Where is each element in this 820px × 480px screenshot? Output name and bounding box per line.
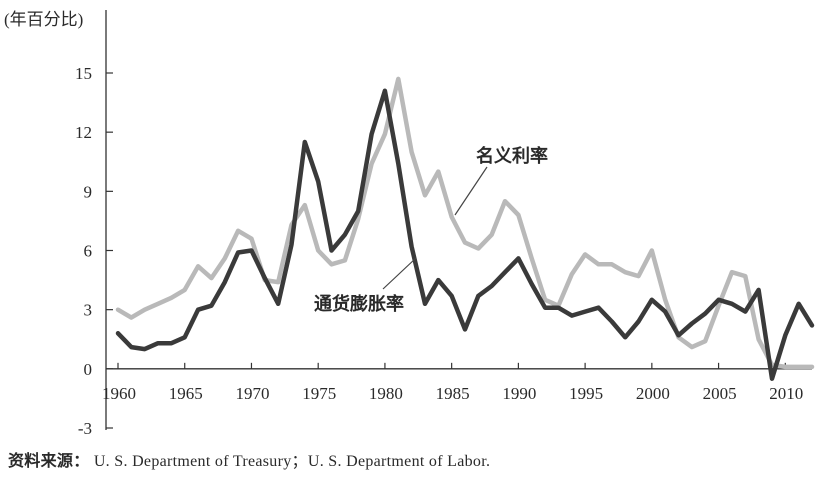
inflation-rate-line bbox=[115, 88, 815, 381]
nominal-rate-label: 名义利率 bbox=[476, 145, 548, 167]
x-tick-label: 2010 bbox=[769, 384, 803, 403]
inflation-rate-leader-line bbox=[382, 257, 417, 290]
source-note-lead: 资料来源： bbox=[8, 451, 90, 470]
x-tick-label: 1995 bbox=[569, 384, 603, 403]
x-tick-label: 1965 bbox=[169, 384, 203, 403]
y-tick-label: 0 bbox=[84, 360, 93, 379]
x-tick-label: 1975 bbox=[302, 384, 336, 403]
x-ticks: 1960 1965 1970 1975 1980 1985 1990 1995 2000 2005… bbox=[102, 362, 803, 403]
source-note-text: U. S. Department of Treasury；U. S. Depar… bbox=[93, 453, 491, 470]
x-tick-label: 2000 bbox=[636, 384, 670, 403]
source-note: 资料来源： U. S. Department of Treasury；U. S.… bbox=[8, 447, 490, 471]
y-tick-label: -3 bbox=[78, 419, 92, 438]
y-ticks: 15 12 9 6 3 0 -3 bbox=[75, 64, 113, 438]
nominal-rate-leader-line bbox=[454, 166, 488, 216]
y-tick-label: 12 bbox=[75, 123, 92, 142]
series-layer bbox=[115, 76, 815, 381]
y-tick-label: 6 bbox=[84, 242, 93, 261]
x-tick-label: 1985 bbox=[436, 384, 470, 403]
nominal-rate-line bbox=[115, 76, 815, 370]
y-tick-label: 3 bbox=[84, 301, 93, 320]
x-tick-label: 1990 bbox=[502, 384, 536, 403]
x-tick-label: 1960 bbox=[102, 384, 136, 403]
y-tick-label: 15 bbox=[75, 64, 92, 83]
x-tick-label: 2005 bbox=[703, 384, 737, 403]
y-tick-label: 9 bbox=[84, 182, 93, 201]
x-tick-label: 1970 bbox=[235, 384, 269, 403]
y-unit-label: (年百分比) bbox=[4, 10, 83, 29]
inflation-rate-label: 通货膨胀率 bbox=[314, 293, 404, 315]
x-tick-label: 1980 bbox=[369, 384, 403, 403]
